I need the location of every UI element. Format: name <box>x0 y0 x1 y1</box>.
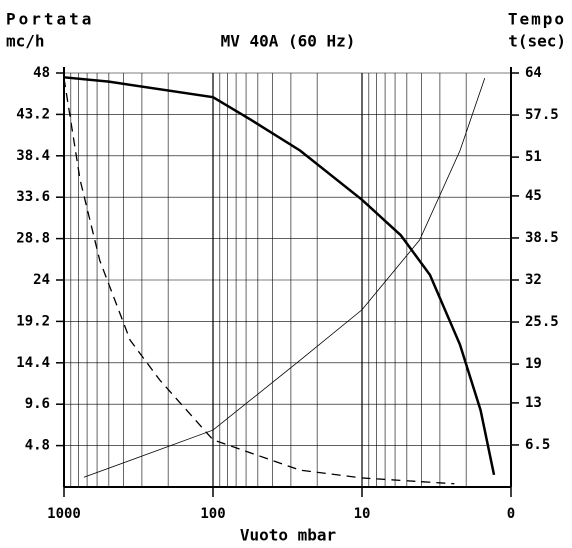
y2-tick-label: 32 <box>525 272 542 288</box>
series-line <box>83 78 486 478</box>
y2-tick-label: 57.5 <box>525 107 559 123</box>
y-tick-label: 48 <box>33 65 50 81</box>
y2-unit: t(sec) <box>508 32 566 51</box>
x-label: Vuoto mbar <box>240 526 336 545</box>
y-tick-label: 14.4 <box>16 355 50 371</box>
y-tick-label: 19.2 <box>16 313 50 329</box>
y2-tick-label: 25.5 <box>525 314 559 330</box>
y2-tick-label: 19 <box>525 356 542 372</box>
y2-tick-label: 38.5 <box>525 230 559 246</box>
series-line <box>63 76 496 476</box>
x-tick-label: 10 <box>354 506 371 522</box>
y-tick-label: 24 <box>33 272 50 288</box>
series-line <box>63 78 455 485</box>
x-tick-label: 1000 <box>47 506 81 522</box>
y-tick-label: 43.2 <box>16 106 50 122</box>
y-tick-label: 33.6 <box>16 189 50 205</box>
y-label: Portata <box>6 10 94 29</box>
x-tick-label: 100 <box>200 506 225 522</box>
chart-title: MV 40A (60 Hz) <box>221 32 356 51</box>
y2-tick-label: 6.5 <box>525 437 550 453</box>
y2-tick-label: 13 <box>525 395 542 411</box>
y-unit: mc/h <box>6 32 45 51</box>
y2-label: Tempo <box>508 10 566 29</box>
y-tick-label: 4.8 <box>25 438 50 454</box>
y2-tick-label: 45 <box>525 188 542 204</box>
y-tick-label: 38.4 <box>16 148 50 164</box>
y2-tick-label: 51 <box>525 149 542 165</box>
y2-tick-label: 64 <box>525 65 542 81</box>
x-tick-label: 0 <box>507 506 515 522</box>
y-tick-label: 28.8 <box>16 231 50 247</box>
y-tick-label: 9.6 <box>25 396 50 412</box>
